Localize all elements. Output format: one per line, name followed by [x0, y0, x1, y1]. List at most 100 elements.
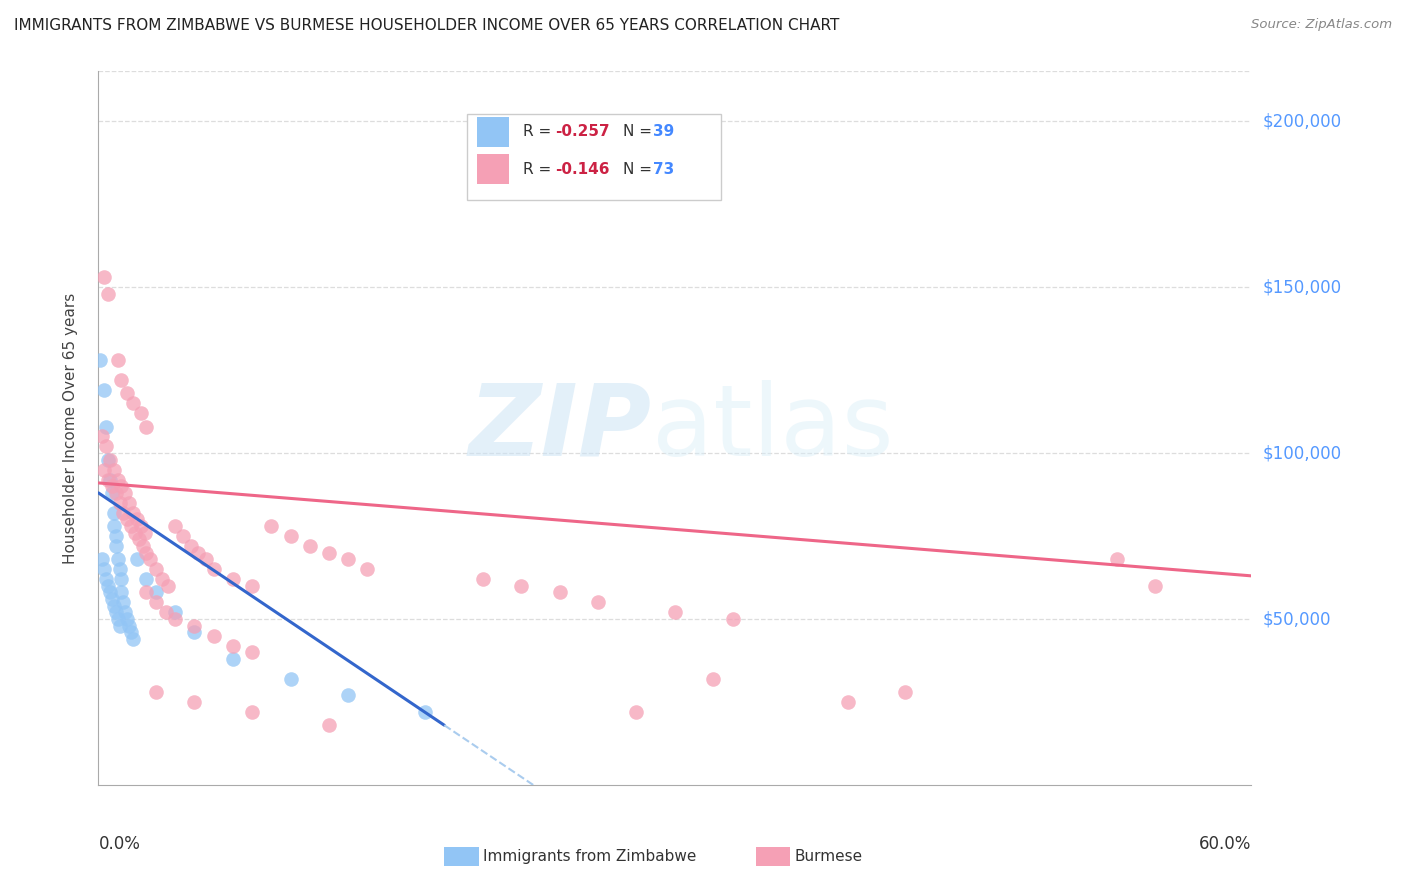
Point [104, 606, 127, 620]
Text: 60.0%: 60.0% [1199, 835, 1251, 853]
Point [114, 486, 136, 500]
Point [103, 519, 125, 533]
Point [156, 579, 179, 593]
Point [260, 519, 283, 533]
Point [91, 429, 114, 443]
Point [222, 572, 245, 586]
Point [180, 539, 202, 553]
FancyBboxPatch shape [755, 847, 790, 865]
Point [101, 486, 124, 500]
Point [91, 552, 114, 566]
Point [98, 452, 121, 467]
Point [94, 419, 117, 434]
Point [128, 533, 150, 547]
Text: 0.0%: 0.0% [98, 835, 141, 853]
Point [135, 572, 157, 586]
Point [94, 572, 117, 586]
Point [337, 689, 360, 703]
Point [93, 463, 115, 477]
Point [107, 353, 129, 368]
Point [195, 552, 218, 566]
Point [183, 625, 205, 640]
Text: 73: 73 [652, 162, 675, 177]
Point [837, 695, 859, 709]
Point [222, 639, 245, 653]
Point [110, 373, 132, 387]
Text: 39: 39 [652, 124, 675, 139]
Point [118, 618, 141, 632]
Point [125, 512, 148, 526]
Point [1105, 552, 1128, 566]
Text: R =: R = [523, 162, 555, 177]
Point [97, 286, 120, 301]
Point [117, 386, 139, 401]
Point [94, 439, 117, 453]
Point [280, 672, 302, 686]
Point [107, 612, 129, 626]
Point [183, 695, 205, 709]
Point [240, 645, 263, 659]
Point [107, 552, 129, 566]
Point [120, 625, 142, 640]
Text: atlas: atlas [652, 380, 893, 476]
Point [1144, 579, 1167, 593]
Text: IMMIGRANTS FROM ZIMBABWE VS BURMESE HOUSEHOLDER INCOME OVER 65 YEARS CORRELATION: IMMIGRANTS FROM ZIMBABWE VS BURMESE HOUS… [14, 18, 839, 33]
Point [298, 539, 321, 553]
Point [135, 585, 157, 599]
Point [202, 629, 225, 643]
Point [165, 612, 187, 626]
Point [721, 612, 744, 626]
Point [172, 529, 194, 543]
Point [122, 396, 145, 410]
Point [98, 473, 121, 487]
Text: N =: N = [623, 162, 657, 177]
Point [145, 685, 167, 699]
Text: Burmese: Burmese [794, 849, 863, 863]
Point [471, 572, 494, 586]
FancyBboxPatch shape [477, 154, 509, 185]
Point [108, 562, 131, 576]
Point [222, 652, 245, 666]
Point [104, 539, 127, 553]
Point [122, 632, 145, 646]
Point [110, 479, 132, 493]
Point [97, 579, 120, 593]
Point [101, 479, 124, 493]
Point [131, 539, 153, 553]
Point [165, 519, 187, 533]
Point [318, 718, 340, 732]
FancyBboxPatch shape [467, 114, 721, 200]
Point [120, 519, 142, 533]
Point [104, 529, 127, 543]
Point [510, 579, 533, 593]
Point [548, 585, 571, 599]
Text: $100,000: $100,000 [1263, 444, 1341, 462]
Point [145, 585, 167, 599]
Point [114, 606, 136, 620]
Point [108, 496, 131, 510]
Point [125, 552, 148, 566]
Point [97, 452, 120, 467]
Point [318, 546, 340, 560]
Point [98, 585, 121, 599]
Point [145, 595, 167, 609]
Point [135, 419, 157, 434]
Text: -0.146: -0.146 [555, 162, 609, 177]
Point [93, 383, 115, 397]
Point [124, 525, 146, 540]
Text: -0.257: -0.257 [555, 124, 610, 139]
Point [112, 506, 135, 520]
Point [240, 705, 263, 719]
Text: N =: N = [623, 124, 657, 139]
Text: ZIP: ZIP [468, 380, 652, 476]
Point [129, 519, 152, 533]
Point [122, 506, 145, 520]
Point [165, 606, 187, 620]
Text: $200,000: $200,000 [1263, 112, 1341, 130]
Point [135, 546, 157, 560]
Point [101, 592, 124, 607]
Point [97, 473, 120, 487]
Point [145, 562, 167, 576]
Point [664, 606, 686, 620]
Point [117, 512, 139, 526]
